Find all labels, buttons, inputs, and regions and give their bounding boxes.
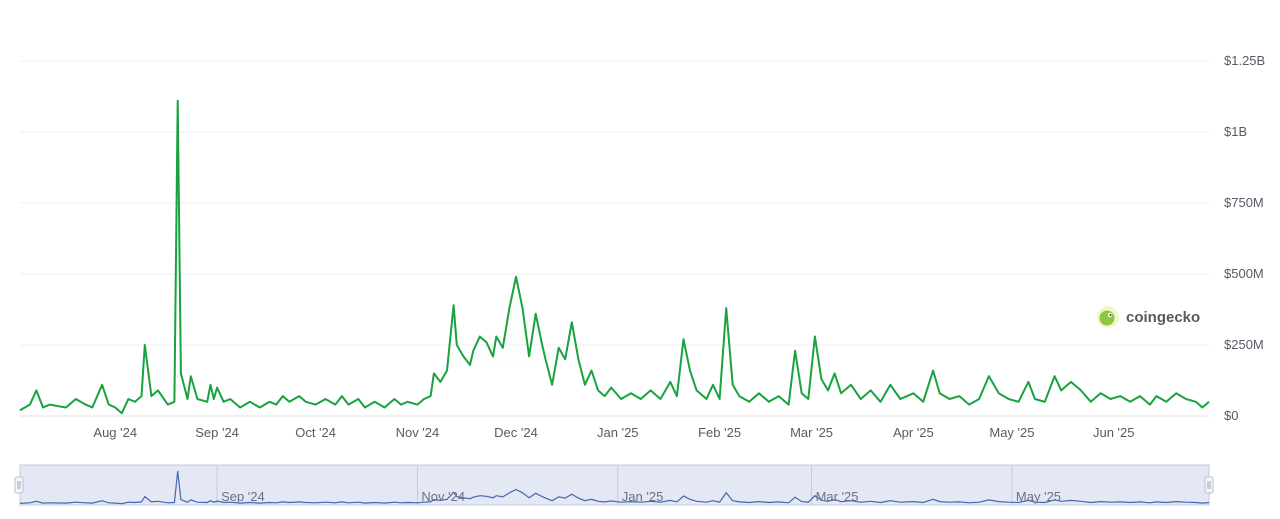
volume-area (20, 100, 1209, 417)
navigator-tick-label: Mar '25 (816, 489, 859, 504)
x-tick-label: Oct '24 (295, 425, 336, 440)
brand-name: coingecko (1126, 309, 1200, 326)
x-tick-label: Apr '25 (893, 425, 934, 440)
x-tick-label: Sep '24 (195, 425, 239, 440)
x-tick-label: Mar '25 (790, 425, 833, 440)
navigator-axis: Sep '24 Nov '24 Jan '25 Mar '25 May '25 (221, 489, 1061, 504)
x-tick-label: May '25 (989, 425, 1034, 440)
y-tick-label: $1B (1224, 124, 1247, 139)
navigator-tick-label: Jan '25 (622, 489, 664, 504)
navigator-tick-label: May '25 (1016, 489, 1061, 504)
navigator[interactable]: Sep '24 Nov '24 Jan '25 Mar '25 May '25 (14, 464, 1214, 506)
navigator-tick-label: Sep '24 (221, 489, 265, 504)
y-tick-label: $1.25B (1224, 53, 1265, 68)
x-tick-label: Feb '25 (698, 425, 741, 440)
x-tick-label: Jan '25 (597, 425, 639, 440)
x-tick-label: Jun '25 (1093, 425, 1135, 440)
x-axis: Aug '24 Sep '24 Oct '24 Nov '24 Dec '24 Jan '… (93, 425, 1134, 440)
watermark: coingecko (1097, 306, 1200, 328)
x-tick-label: Aug '24 (93, 425, 137, 440)
gecko-logo-icon (1097, 306, 1119, 328)
y-tick-label: $0 (1224, 408, 1238, 423)
navigator-tick-label: Nov '24 (421, 489, 465, 504)
y-axis: $0 $250M $500M $750M $1B $1.25B (1224, 53, 1265, 423)
x-tick-label: Dec '24 (494, 425, 538, 440)
navigator-line (19, 471, 1210, 505)
grid-lines (20, 60, 1209, 417)
navigator-handle-left[interactable] (14, 476, 24, 494)
y-tick-label: $750M (1224, 195, 1264, 210)
navigator-handle-right[interactable] (1204, 476, 1214, 494)
y-tick-label: $250M (1224, 337, 1264, 352)
x-tick-label: Nov '24 (396, 425, 440, 440)
y-tick-label: $500M (1224, 266, 1264, 281)
volume-line[interactable] (19, 99, 1210, 415)
